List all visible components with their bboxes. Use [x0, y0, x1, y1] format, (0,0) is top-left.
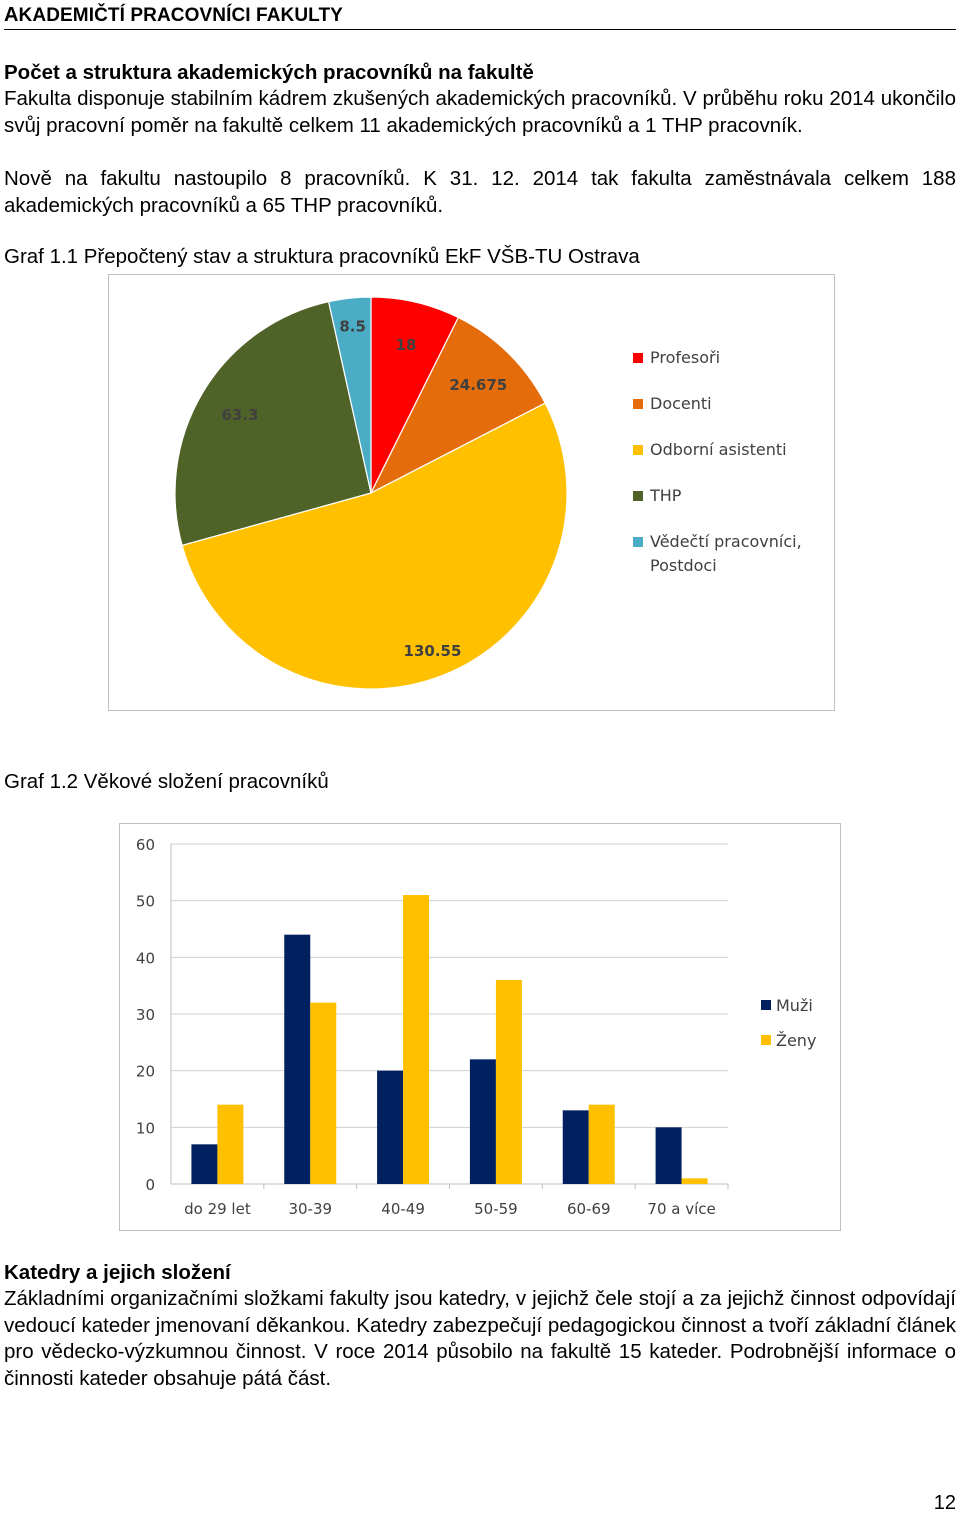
legend-label-0: Muži: [776, 996, 813, 1015]
paragraph-staff-2: Nově na fakultu nastoupilo 8 pracovníků.…: [4, 167, 956, 217]
paragraph-departments: Základními organizačními složkami fakult…: [4, 1287, 956, 1390]
header-title: AKADEMIČTÍ PRACOVNÍCI FAKULTY: [4, 4, 343, 26]
pie-chart-frame: 18 24.675 130.55 63.3 8.5 Profesoři Docenti Odb…: [108, 274, 835, 711]
y-tick-label: 40: [136, 949, 155, 967]
pie-data-label-thp: 63.3: [221, 406, 258, 424]
bar--eny-0: [217, 1104, 244, 1184]
legend-label-odborn-asistenti: Odborní asistenti: [650, 440, 787, 459]
bar-mu-i-4: [562, 1110, 589, 1184]
bar--eny-1: [310, 1002, 337, 1184]
section-heading-departments: Katedry a jejich složení: [4, 1261, 231, 1284]
y-tick-label: 50: [136, 893, 155, 911]
pie-slice-thp: [174, 300, 372, 547]
x-tick-label: 60-69: [567, 1200, 611, 1218]
y-tick-label: 60: [136, 836, 155, 854]
legend-swatch-0: [761, 1000, 771, 1010]
pie-data-label-docenti: 24.675: [449, 376, 507, 394]
legend-swatch-profeso-i: [633, 353, 643, 363]
paragraph-staff-1: Fakulta disponuje stabilním kádrem zkuše…: [4, 87, 956, 137]
bar-chart-frame: 0 10 20 30 40 50 60 do 29 let 30-39 40-49 50-59 60-…: [119, 823, 841, 1231]
legend-label-v-de-t-pracovn-ci-postdoci: Postdoci: [650, 556, 717, 575]
graph2-caption: Graf 1.2 Věkové složení pracovníků: [4, 770, 329, 793]
pie-slice-v-de-t-pracovn-ci-postdoci: [327, 296, 372, 494]
bar-mu-i-2: [377, 1070, 404, 1184]
y-tick-label: 30: [136, 1006, 155, 1024]
pie-slice-odborn-asistenti: [181, 402, 568, 690]
legend-label-profeso-i: Profesoři: [650, 348, 720, 367]
legend-swatch-thp: [633, 491, 643, 501]
legend-swatch-1: [761, 1035, 771, 1045]
bar-chart: 0 10 20 30 40 50 60 do 29 let 30-39 40-49 50-59 60-…: [136, 836, 817, 1218]
page-number: 12: [933, 1492, 956, 1514]
y-tick-label: 20: [136, 1063, 155, 1081]
legend-swatch-docenti: [633, 399, 643, 409]
bar-mu-i-0: [191, 1144, 218, 1184]
pie-data-label-odborn-asistenti: 130.55: [404, 642, 462, 660]
bar--eny-2: [403, 895, 430, 1184]
pie-chart: 18 24.675 130.55 63.3 8.5 Profesoři Docenti Odb…: [174, 296, 802, 690]
legend-label-1: Ženy: [776, 1031, 816, 1050]
legend-swatch-odborn-asistenti: [633, 445, 643, 455]
x-tick-label: 70 a více: [647, 1200, 715, 1218]
bar--eny-3: [495, 980, 522, 1184]
y-tick-label: 0: [145, 1176, 155, 1194]
bar-mu-i-5: [655, 1127, 682, 1184]
bar--eny-5: [681, 1178, 708, 1184]
pie-data-label-v-de-t-pracovn-ci-postdoci: 8.5: [339, 317, 366, 335]
bar--eny-4: [588, 1104, 615, 1184]
x-tick-label: do 29 let: [184, 1200, 251, 1218]
bar-mu-i-1: [284, 934, 311, 1184]
bar-mu-i-3: [469, 1059, 496, 1184]
section-heading-staff: Počet a struktura akademických pracovník…: [4, 61, 534, 84]
page-header: AKADEMIČTÍ PRACOVNÍCI FAKULTY: [4, 0, 956, 30]
legend-label-docenti: Docenti: [650, 394, 712, 413]
x-tick-label: 50-59: [474, 1200, 518, 1218]
legend-swatch-v-de-t-pracovn-ci-postdoci: [633, 537, 643, 547]
graph1-caption: Graf 1.1 Přepočtený stav a struktura pra…: [4, 245, 640, 268]
y-tick-label: 10: [136, 1119, 155, 1137]
pie-slice-docenti: [369, 316, 546, 495]
x-tick-label: 40-49: [381, 1200, 425, 1218]
x-tick-label: 30-39: [288, 1200, 332, 1218]
pie-data-label-profeso-i: 18: [396, 336, 417, 354]
legend-label-thp: THP: [649, 486, 682, 505]
legend-label-v-de-t-pracovn-ci-postdoci: Vědečtí pracovníci,: [650, 532, 802, 551]
